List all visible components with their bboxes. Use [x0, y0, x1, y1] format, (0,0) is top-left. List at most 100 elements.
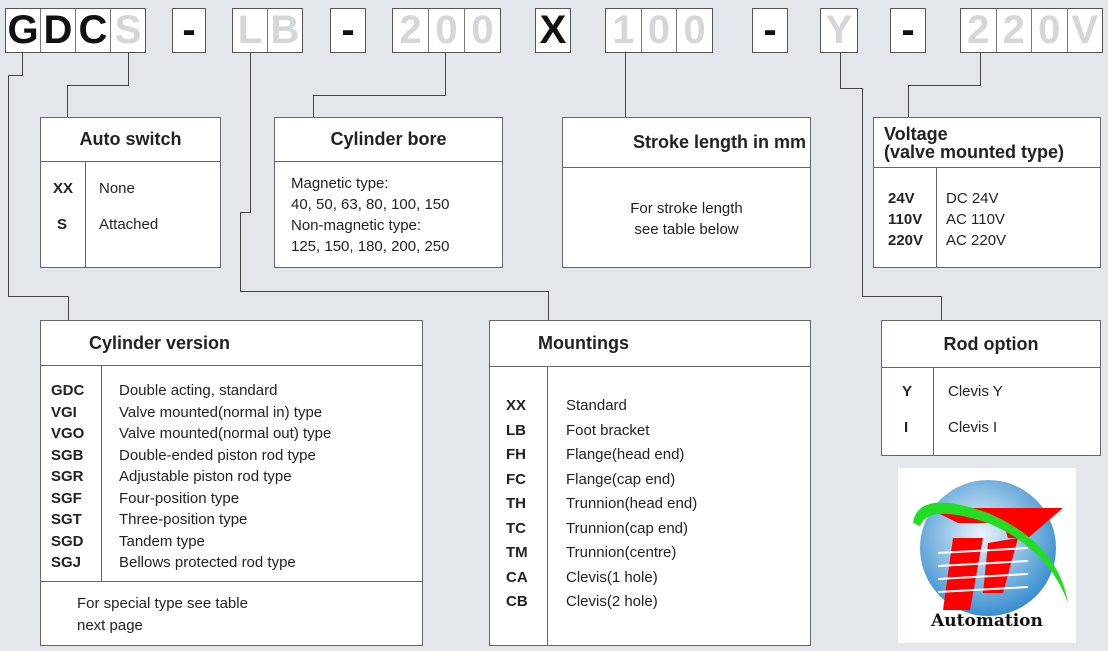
desc: AC 220V	[946, 232, 1007, 249]
mounting-code: TM	[506, 544, 528, 561]
version-code: SGT	[51, 511, 82, 528]
mounting-code: XX	[506, 397, 527, 414]
mounting-code: CA	[506, 568, 528, 586]
auto-switch-box: Auto switch XX None S Attached	[40, 117, 221, 268]
footer-note: For special type see table	[77, 595, 248, 612]
code-char: 0	[429, 8, 465, 52]
rod-option-title: Rod option	[882, 321, 1100, 368]
code: S	[57, 216, 68, 233]
code: I	[904, 419, 909, 436]
desc: Attached	[99, 216, 159, 233]
code-segment: Y	[820, 8, 858, 53]
stroke-line: For stroke length	[630, 200, 743, 217]
version-desc: Four-position type	[119, 489, 240, 507]
desc: AC 110V	[946, 211, 1005, 228]
mounting-desc: Clevis(1 hole)	[566, 568, 658, 586]
version-desc: Three-position type	[119, 511, 248, 528]
bore-line: Non-magnetic type:	[291, 217, 422, 234]
code-segment: -	[330, 8, 366, 53]
stroke-title: Stroke length in mm	[563, 118, 810, 168]
version-code: SGR	[51, 468, 84, 485]
code-char: G	[6, 8, 41, 52]
code-char: V	[1071, 8, 1099, 52]
version-code: VGI	[51, 403, 77, 421]
mounting-code: FH	[506, 446, 526, 463]
code-char: C	[76, 8, 111, 52]
code-char: 0	[683, 8, 706, 52]
code-segment: X	[535, 8, 571, 53]
code-char: X	[539, 8, 567, 52]
mounting-code: CB	[506, 593, 528, 610]
stroke-length-box: Stroke length in mm For stroke length se…	[562, 117, 811, 268]
desc: Clevis I	[948, 419, 998, 436]
code: 24V	[888, 190, 915, 207]
code: 110V	[888, 211, 923, 228]
code-char: -	[763, 8, 777, 52]
cylinder-bore-box: Cylinder bore Magnetic type: 40, 50, 63,…	[274, 117, 503, 268]
mountings-title: Mountings	[490, 321, 810, 367]
version-desc: Bellows protected rod type	[119, 554, 296, 571]
code-char: 1	[606, 8, 642, 52]
stroke-line: see table below	[634, 221, 739, 238]
mounting-desc: Clevis(2 hole)	[566, 593, 658, 610]
code-segment: -	[890, 8, 926, 53]
cylinder-version-title: Cylinder version	[41, 321, 422, 366]
code-char: 0	[471, 8, 494, 52]
version-code: VGO	[51, 425, 85, 442]
mounting-desc: Trunnion(centre)	[566, 544, 677, 561]
version-desc: Tandem type	[119, 532, 205, 550]
code-char: 2	[997, 8, 1032, 52]
logo: Automation	[898, 468, 1076, 643]
code-char: Y	[825, 8, 853, 52]
version-desc: Adjustable piston rod type	[119, 468, 292, 485]
mounting-code: LB	[506, 421, 526, 439]
voltage-box: Voltage (valve mounted type) 24V 110V 22…	[873, 117, 1101, 268]
version-desc: Double acting, standard	[119, 382, 278, 399]
code-char: -	[182, 8, 196, 52]
version-code: GDC	[51, 382, 85, 399]
bore-line: Magnetic type:	[291, 175, 389, 192]
cylinder-version-box: Cylinder version GDC VGI VGO SGB SGR SGF SGT SG…	[40, 320, 423, 646]
mountings-box: Mountings XX LB FH FC TH TC TM CA CB Standard Foo…	[489, 320, 811, 646]
code: 220V	[888, 232, 924, 249]
bore-line: 40, 50, 63, 80, 100, 150	[291, 196, 450, 213]
mounting-desc: Trunnion(cap end)	[566, 519, 689, 537]
version-desc: Valve mounted(normal out) type	[119, 425, 332, 442]
cylinder-bore-title: Cylinder bore	[275, 118, 502, 162]
footer-note: next page	[77, 617, 143, 634]
mounting-desc: Flange(cap end)	[566, 470, 676, 488]
version-code: SGD	[51, 532, 84, 550]
code-char: B	[270, 8, 300, 52]
code-char: 0	[642, 8, 678, 52]
mounting-desc: Trunnion(head end)	[566, 495, 698, 512]
version-code: SGF	[51, 489, 82, 507]
desc: DC 24V	[946, 190, 999, 207]
globe-logo-icon: Automation	[913, 480, 1068, 631]
voltage-title: Voltage	[884, 123, 948, 144]
code-char: 0	[1032, 8, 1068, 52]
code: XX	[53, 180, 74, 197]
auto-switch-title: Auto switch	[41, 118, 220, 162]
mounting-desc: Flange(head end)	[566, 446, 685, 463]
version-desc: Valve mounted(normal in) type	[119, 403, 323, 421]
version-code: SGJ	[51, 554, 82, 571]
voltage-subtitle: (valve mounted type)	[884, 141, 1065, 162]
desc: Clevis Y	[948, 383, 1003, 400]
code: Y	[902, 383, 913, 400]
mounting-code: FC	[506, 470, 526, 488]
version-code: SGB	[51, 446, 84, 464]
mounting-desc: Foot bracket	[566, 421, 650, 439]
rod-option-box: Rod option Y Clevis Y I Clevis I	[881, 320, 1101, 456]
mounting-code: TC	[506, 519, 526, 537]
code-char: S	[114, 8, 142, 52]
mounting-desc: Standard	[566, 397, 627, 414]
code-char: 2	[961, 8, 997, 52]
mounting-code: TH	[506, 495, 526, 512]
code-char: -	[341, 8, 355, 52]
code-segment: -	[172, 8, 206, 53]
